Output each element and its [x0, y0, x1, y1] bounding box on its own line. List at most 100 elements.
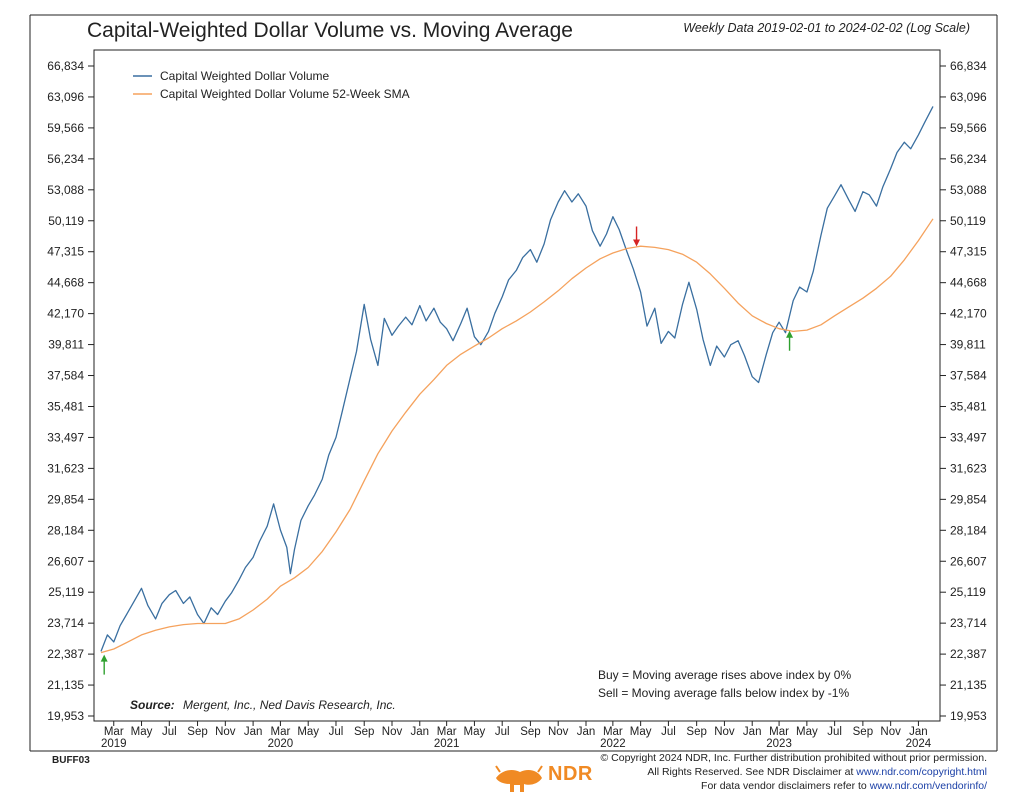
x-tick-label: Jan [743, 726, 762, 738]
index-line [100, 106, 934, 652]
x-tick-label: Sep [686, 726, 706, 738]
y-tick-label-left: 33,497 [47, 430, 84, 444]
chart-code: BUFF03 [52, 755, 90, 766]
x-year-label: 2020 [268, 738, 294, 750]
disclaimer-text: All Rights Reserved. See NDR Disclaimer … [647, 766, 857, 778]
series-group [100, 106, 934, 654]
sma-line [100, 218, 934, 654]
x-tick-label: Jan [909, 726, 928, 738]
buy-signal-arrowhead [786, 330, 794, 338]
y-tick-label-left: 37,584 [47, 369, 84, 383]
x-tick-label: Jul [661, 726, 676, 738]
y-tick-label-left: 22,387 [47, 647, 84, 661]
disclaimer-line: All Rights Reserved. See NDR Disclaimer … [647, 766, 987, 778]
y-tick-label-left: 50,119 [48, 214, 84, 228]
signals-group [100, 226, 794, 675]
ndr-logo-text: NDR [548, 763, 593, 785]
x-tick-label: Jan [577, 726, 596, 738]
y-tick-label-right: 28,184 [950, 523, 987, 537]
y-tick-label-left: 66,834 [47, 59, 84, 73]
x-tick-label: May [131, 726, 153, 738]
y-tick-label-right: 21,135 [950, 678, 987, 692]
y-tick-label-left: 29,854 [47, 492, 84, 506]
x-tick-label: Sep [520, 726, 540, 738]
y-tick-label-right: 31,623 [950, 461, 987, 475]
source-text: Mergent, Inc., Ned Davis Research, Inc. [183, 698, 396, 712]
x-tick-label: May [796, 726, 818, 738]
y-tick-label-right: 29,854 [950, 492, 987, 506]
x-tick-label: Nov [382, 726, 403, 738]
y-tick-label-right: 53,088 [950, 183, 987, 197]
y-tick-label-right: 22,387 [950, 647, 987, 661]
x-tick-label: Jul [162, 726, 177, 738]
vendor-text: For data vendor disclaimers refer to [701, 780, 870, 792]
y-tick-label-right: 25,119 [950, 585, 986, 599]
x-year-label: 2019 [101, 738, 127, 750]
y-tick-label-left: 31,623 [47, 461, 84, 475]
y-tick-label-left: 53,088 [47, 183, 84, 197]
x-tick-label: Nov [548, 726, 569, 738]
copyright-link[interactable]: www.ndr.com/copyright.html [856, 766, 987, 778]
y-tick-label-right: 50,119 [950, 214, 986, 228]
x-tick-label: Jan [411, 726, 430, 738]
x-tick-label: Nov [714, 726, 735, 738]
vendor-link[interactable]: www.ndr.com/vendorinfo/ [869, 780, 987, 792]
x-year-label: 2021 [434, 738, 460, 750]
y-tick-label-left: 35,481 [47, 399, 84, 413]
y-tick-label-right: 39,811 [950, 338, 986, 352]
x-tick-label: May [297, 726, 319, 738]
y-tick-label-left: 42,170 [47, 307, 84, 321]
chart-subtitle: Weekly Data 2019-02-01 to 2024-02-02 (Lo… [683, 21, 970, 35]
sell-signal-arrowhead [633, 239, 641, 247]
x-tick-label: Jul [329, 726, 344, 738]
y-tick-label-left: 23,714 [47, 616, 84, 630]
y-tick-label-right: 19,953 [950, 709, 987, 723]
x-tick-label: Mar [271, 726, 291, 738]
y-tick-label-left: 63,096 [47, 90, 84, 104]
x-year-label: 2022 [600, 738, 626, 750]
y-tick-label-left: 56,234 [47, 152, 84, 166]
x-axis: Mar May Jul Sep Nov Jan Mar May Jul Sep Nov Jan Mar M… [101, 721, 932, 750]
vendor-line: For data vendor disclaimers refer to www… [701, 780, 987, 792]
x-tick-label: Sep [853, 726, 873, 738]
x-tick-label: Jul [495, 726, 510, 738]
x-tick-label: Mar [437, 726, 457, 738]
legend-label-sma: Capital Weighted Dollar Volume 52-Week S… [160, 87, 410, 101]
y-tick-label-right: 42,170 [950, 307, 987, 321]
x-tick-label: Nov [880, 726, 901, 738]
x-tick-label: May [630, 726, 652, 738]
x-tick-label: Sep [354, 726, 374, 738]
source-label: Source: [130, 698, 175, 712]
y-tick-label-left: 39,811 [48, 338, 84, 352]
buy-signal-arrowhead [100, 654, 108, 662]
y-tick-label-left: 25,119 [48, 585, 84, 599]
x-tick-label: Jul [827, 726, 842, 738]
x-tick-label: Sep [187, 726, 207, 738]
y-tick-label-right: 63,096 [950, 90, 987, 104]
y-axis: 19,953 19,953 21,135 21,135 22,387 22,387 23,7… [47, 59, 987, 723]
copyright-line: © Copyright 2024 NDR, Inc. Further distr… [600, 752, 988, 764]
y-tick-label-right: 33,497 [950, 430, 987, 444]
y-tick-label-right: 59,566 [950, 121, 987, 135]
y-tick-label-right: 23,714 [950, 616, 987, 630]
legend: Capital Weighted Dollar Volume Capital W… [133, 69, 410, 101]
y-tick-label-right: 66,834 [950, 59, 987, 73]
ndr-bull-logo-icon [495, 765, 543, 792]
x-tick-label: Mar [769, 726, 789, 738]
x-year-label: 2024 [906, 738, 932, 750]
y-tick-label-right: 56,234 [950, 152, 987, 166]
y-tick-label-left: 44,668 [47, 276, 84, 290]
y-tick-label-left: 19,953 [47, 709, 84, 723]
y-tick-label-left: 59,566 [47, 121, 84, 135]
chart-title: Capital-Weighted Dollar Volume vs. Movin… [87, 19, 573, 42]
x-tick-label: Mar [104, 726, 124, 738]
x-tick-label: Nov [215, 726, 236, 738]
x-tick-label: Mar [603, 726, 623, 738]
plot-frame [93, 49, 941, 722]
y-tick-label-right: 35,481 [950, 399, 987, 413]
y-tick-label-right: 47,315 [950, 245, 987, 259]
buy-rule-text: Buy = Moving average rises above index b… [598, 668, 851, 682]
x-tick-label: May [464, 726, 486, 738]
y-tick-label-left: 47,315 [47, 245, 84, 259]
